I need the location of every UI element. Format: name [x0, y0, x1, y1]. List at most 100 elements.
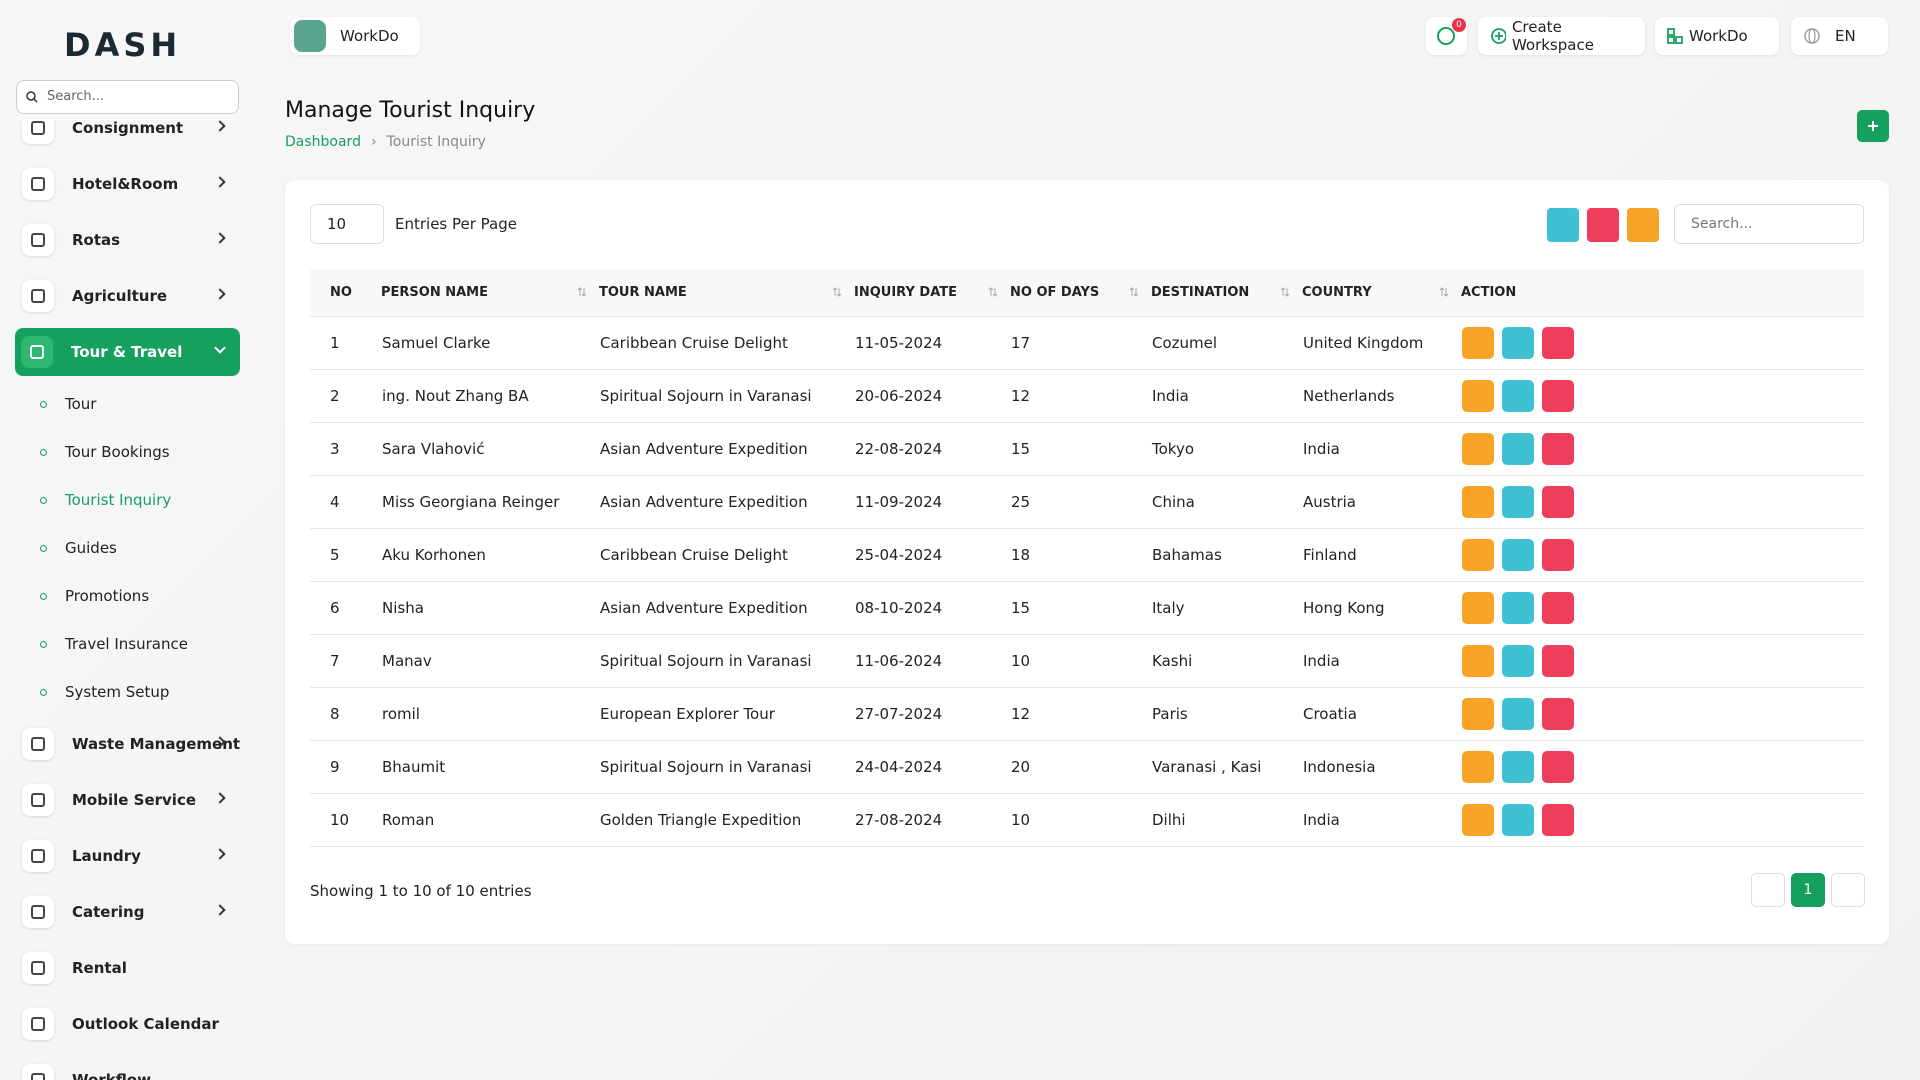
submenu-item[interactable]: Travel Insurance: [0, 620, 250, 668]
delete-button[interactable]: [1542, 591, 1574, 624]
menu-item[interactable]: Consignment: [0, 120, 250, 156]
submenu-item[interactable]: Tour: [0, 380, 250, 428]
delete-button[interactable]: [1542, 538, 1574, 571]
next-page[interactable]: [1831, 873, 1865, 907]
submenu-item[interactable]: Guides: [0, 524, 250, 572]
table-cell: European Explorer Tour: [599, 686, 854, 740]
edit-button[interactable]: [1502, 750, 1534, 783]
edit-button[interactable]: [1502, 379, 1534, 412]
edit-button[interactable]: [1502, 591, 1534, 624]
table-cell: Spiritual Sojourn in Varanasi: [599, 368, 854, 422]
menu-item[interactable]: Mobile Service: [0, 772, 250, 828]
menu-item[interactable]: Rental: [0, 940, 250, 996]
export-button[interactable]: [1547, 208, 1579, 242]
logo[interactable]: DASH: [64, 26, 182, 64]
menu-item[interactable]: Waste Management: [0, 716, 250, 772]
edit-button[interactable]: [1502, 485, 1534, 518]
view-button[interactable]: [1462, 750, 1494, 783]
prev-page[interactable]: [1751, 873, 1785, 907]
menu-item[interactable]: Outlook Calendar: [0, 996, 250, 1052]
menu-item[interactable]: Rotas: [0, 212, 250, 268]
delete-button[interactable]: [1542, 697, 1574, 730]
edit-button[interactable]: [1502, 803, 1534, 836]
view-button[interactable]: [1462, 326, 1494, 359]
delete-button[interactable]: [1542, 379, 1574, 412]
icon-glyph: [31, 737, 45, 751]
menu-item[interactable]: Tour & Travel: [15, 328, 240, 376]
view-button[interactable]: [1462, 644, 1494, 677]
menu-item[interactable]: Laundry: [0, 828, 250, 884]
table-cell: 9: [310, 739, 381, 793]
table-row: 2 ing. Nout Zhang BA Spiritual Sojourn in …: [310, 368, 1864, 422]
sort-icon[interactable]: [988, 287, 998, 297]
table-cell: 11-09-2024: [854, 474, 1010, 528]
view-button[interactable]: [1462, 379, 1494, 412]
submenu-item[interactable]: Tour Bookings: [0, 428, 250, 476]
page-button[interactable]: 1: [1791, 873, 1825, 907]
user-menu[interactable]: WorkDo: [1655, 17, 1779, 55]
submenu-item[interactable]: System Setup: [0, 668, 250, 716]
edit-button[interactable]: [1502, 644, 1534, 677]
table-search[interactable]: Search...: [1674, 204, 1864, 244]
table-row: 4 Miss Georgiana Reinger Asian Adventure E…: [310, 474, 1864, 528]
table-cell: 24-04-2024: [854, 739, 1010, 793]
chat-button[interactable]: 0: [1426, 17, 1467, 55]
menu-item[interactable]: Hotel&Room: [0, 156, 250, 212]
table-cell: 12: [1010, 368, 1151, 422]
action-cell: [1461, 686, 1864, 740]
menu-item[interactable]: Agriculture: [0, 268, 250, 324]
table-cell: 20-06-2024: [854, 368, 1010, 422]
delete-button[interactable]: [1542, 750, 1574, 783]
icon-glyph: [31, 289, 45, 303]
table-cell: 22-08-2024: [854, 421, 1010, 475]
reset-button[interactable]: [1587, 208, 1619, 242]
sidebar: DASH Search... Consignment Hotel&Room Rota…: [0, 0, 250, 1080]
menu-arrow: [214, 176, 226, 188]
delete-button[interactable]: [1542, 326, 1574, 359]
sort-icon[interactable]: [1439, 287, 1449, 297]
sort-icon[interactable]: [1280, 287, 1290, 297]
submenu-item[interactable]: Promotions: [0, 572, 250, 620]
submenu-item[interactable]: Tourist Inquiry: [0, 476, 250, 524]
view-button[interactable]: [1462, 803, 1494, 836]
refresh-button[interactable]: [1627, 208, 1659, 242]
sort-icon[interactable]: [832, 287, 842, 297]
view-button[interactable]: [1462, 697, 1494, 730]
edit-button[interactable]: [1502, 432, 1534, 465]
delete-button[interactable]: [1542, 803, 1574, 836]
action-cell: [1461, 421, 1864, 475]
table-cell: Caribbean Cruise Delight: [599, 527, 854, 581]
edit-button[interactable]: [1502, 697, 1534, 730]
column-header: COUNTRY: [1302, 269, 1461, 316]
menu-arrow: [214, 904, 226, 916]
table-cell: Sara Vlahović: [381, 421, 599, 475]
entries-select[interactable]: 10: [310, 204, 384, 244]
menu-icon: [22, 168, 54, 200]
table-cell: ing. Nout Zhang BA: [381, 368, 599, 422]
icon-glyph: [30, 345, 44, 359]
edit-button[interactable]: [1502, 326, 1534, 359]
view-button[interactable]: [1462, 591, 1494, 624]
breadcrumb-link[interactable]: Dashboard: [285, 134, 361, 150]
delete-button[interactable]: [1542, 432, 1574, 465]
workspace-select[interactable]: WorkDo: [290, 17, 420, 55]
sidebar-search[interactable]: Search...: [16, 80, 239, 114]
table-cell: 1: [310, 315, 381, 369]
delete-button[interactable]: [1542, 485, 1574, 518]
view-button[interactable]: [1462, 432, 1494, 465]
view-button[interactable]: [1462, 538, 1494, 571]
add-button[interactable]: [1857, 110, 1889, 142]
language-select[interactable]: EN: [1791, 17, 1888, 55]
view-button[interactable]: [1462, 485, 1494, 518]
delete-button[interactable]: [1542, 644, 1574, 677]
sort-icon[interactable]: [577, 287, 587, 297]
menu-item[interactable]: Workflow: [0, 1052, 250, 1080]
edit-button[interactable]: [1502, 538, 1534, 571]
menu-label: Agriculture: [72, 287, 168, 305]
action-cell: [1461, 527, 1864, 581]
menu-item[interactable]: Catering: [0, 884, 250, 940]
table-cell: Croatia: [1302, 686, 1461, 740]
table-cell: 10: [310, 792, 381, 847]
sort-icon[interactable]: [1129, 287, 1139, 297]
create-workspace[interactable]: Create Workspace: [1478, 17, 1645, 55]
